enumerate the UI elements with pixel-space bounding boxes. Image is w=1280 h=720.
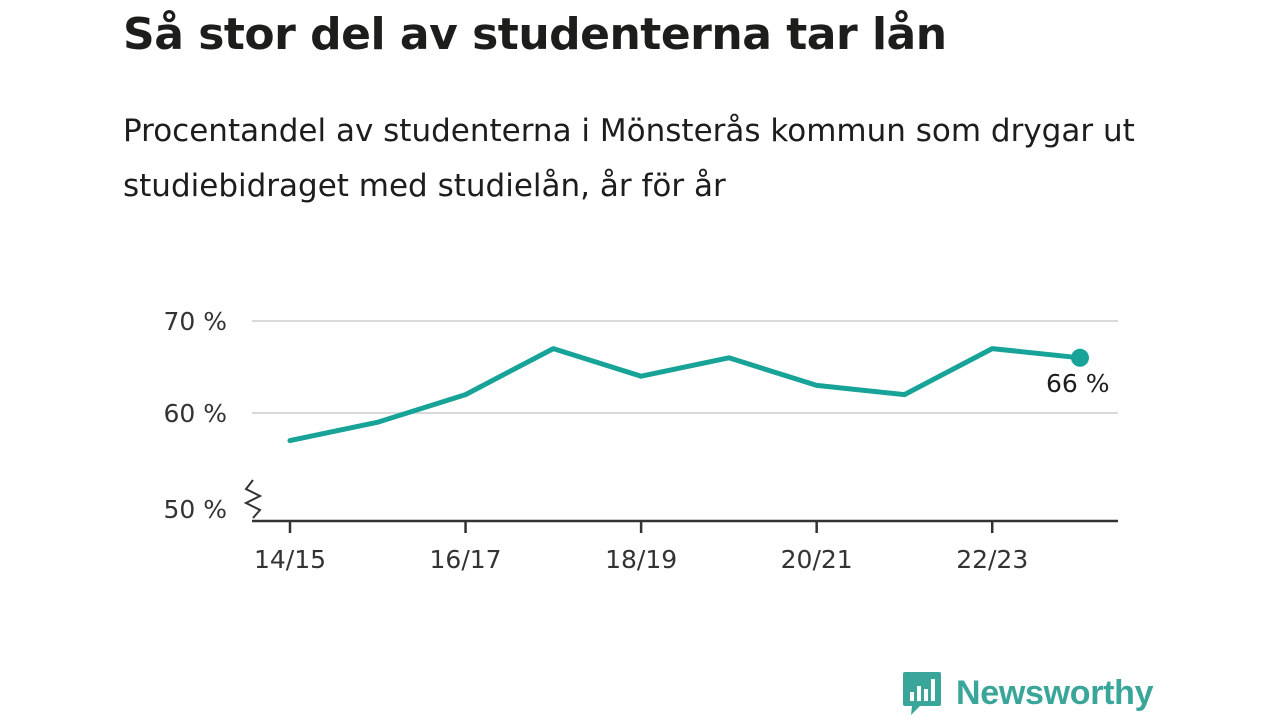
y-tick-label: 60 % [163,399,227,428]
chart-subtitle: Procentandel av studenterna i Mönsterås … [123,113,1135,204]
y-axis-break-icon [243,479,263,519]
x-tick-label: 18/19 [605,545,677,574]
y-tick-label: 70 % [163,307,227,336]
series-layer: 66 % [287,346,1110,444]
brand-name: Newsworthy [956,673,1154,712]
y-axis-tick-labels: 50 % 60 % 70 % [163,307,227,524]
x-tick-label: 14/15 [254,545,326,574]
x-axis [243,479,1118,533]
end-value-label: 66 % [1046,369,1110,398]
end-point-marker [1071,348,1089,367]
brand-logo: Newsworthy [902,670,1154,716]
gridlines [252,320,1118,414]
x-axis-tick-labels: 14/15 16/17 18/19 20/21 22/23 [254,545,1028,574]
series-line [287,346,1083,444]
x-tick-label: 16/17 [430,545,502,574]
x-tick-label: 22/23 [956,545,1028,574]
x-tick-label: 20/21 [781,545,853,574]
y-tick-label: 50 % [163,495,227,524]
newsworthy-chart-bubble-icon [903,672,941,715]
chart-title: Så stor del av studenterna tar lån [123,9,947,60]
